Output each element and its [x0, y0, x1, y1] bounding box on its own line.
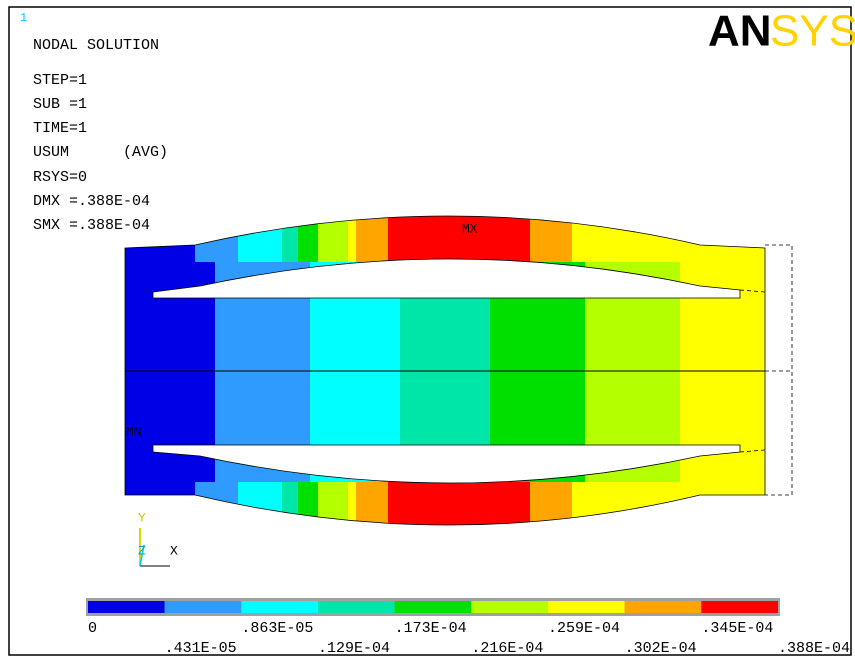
info-line: USUM (AVG)	[33, 144, 168, 161]
legend-label: .388E-04	[778, 640, 850, 657]
info-line: DMX =.388E-04	[33, 193, 150, 210]
triad-x-label: X	[170, 543, 178, 558]
legend-swatch	[471, 601, 548, 613]
legend-swatch	[88, 601, 165, 613]
info-line: STEP=1	[33, 72, 87, 89]
legend-label: .259E-04	[548, 620, 620, 637]
legend-label: 0	[88, 620, 97, 637]
legend-label: .863E-05	[241, 620, 313, 637]
legend-swatch	[625, 601, 702, 613]
info-line: NODAL SOLUTION	[33, 37, 159, 54]
logo-an: AN	[708, 7, 772, 56]
legend-swatch	[318, 601, 395, 613]
legend-swatch	[701, 601, 778, 613]
max-marker: MX	[462, 221, 478, 236]
window-number: 1	[20, 11, 27, 25]
legend-swatch	[165, 601, 242, 613]
legend-label: .431E-05	[165, 640, 237, 657]
info-line: TIME=1	[33, 120, 87, 137]
legend-swatch	[395, 601, 472, 613]
info-line: SMX =.388E-04	[33, 217, 150, 234]
legend-label: .302E-04	[625, 640, 697, 657]
triad-z-label: Z	[138, 543, 146, 558]
legend-label: .129E-04	[318, 640, 390, 657]
legend-label: .173E-04	[395, 620, 467, 637]
legend-label: .345E-04	[701, 620, 773, 637]
legend-swatch	[548, 601, 625, 613]
legend-swatch	[241, 601, 318, 613]
logo-sys: SYS	[770, 7, 855, 56]
info-line: RSYS=0	[33, 169, 87, 186]
info-line: SUB =1	[33, 96, 87, 113]
triad-y-label: Y	[138, 510, 146, 525]
legend-label: .216E-04	[471, 640, 543, 657]
min-marker: MN	[126, 424, 142, 439]
ansys-window: 1 AN SYS NODAL SOLUTION STEP=1 SUB =1 TIME=…	[0, 0, 855, 658]
